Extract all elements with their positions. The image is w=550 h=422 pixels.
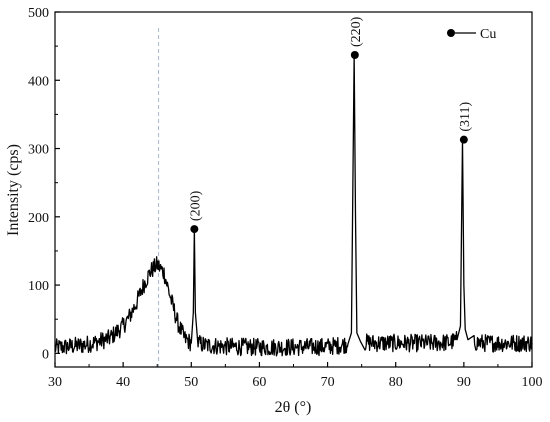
y-tick-label: 0 bbox=[42, 347, 49, 362]
legend: Cu bbox=[447, 27, 496, 42]
peak-label: (311) bbox=[458, 102, 473, 132]
x-tick-label: 70 bbox=[321, 375, 335, 390]
x-tick-label: 40 bbox=[116, 375, 130, 390]
x-axis: 30 40 50 60 70 80 90 100 bbox=[48, 362, 543, 390]
y-axis: 0 100 200 300 400 500 bbox=[28, 6, 60, 362]
peak-marker bbox=[459, 135, 468, 144]
y-tick-label: 200 bbox=[28, 211, 49, 226]
legend-label: Cu bbox=[480, 27, 496, 42]
x-tick-label: 60 bbox=[252, 375, 266, 390]
x-tick-label: 90 bbox=[457, 375, 471, 390]
y-tick-label: 300 bbox=[28, 143, 49, 158]
x-tick-label: 80 bbox=[389, 375, 403, 390]
y-axis-title: Intensity (cps) bbox=[5, 144, 22, 236]
x-axis-title: 2θ (°) bbox=[275, 399, 312, 416]
x-tick-label: 100 bbox=[522, 375, 543, 390]
series-line bbox=[54, 54, 533, 357]
y-tick-label: 100 bbox=[28, 279, 49, 294]
x-tick-label: 50 bbox=[184, 375, 198, 390]
legend-marker bbox=[447, 29, 455, 37]
peak-marker bbox=[190, 225, 199, 234]
y-tick-label: 400 bbox=[28, 74, 49, 89]
peak-marker bbox=[350, 51, 359, 60]
x-tick-label: 30 bbox=[48, 375, 62, 390]
peak-annotations: (200) (220) (311) bbox=[188, 16, 473, 234]
y-tick-label: 500 bbox=[28, 6, 49, 21]
peak-label: (220) bbox=[349, 16, 364, 47]
peak-label: (200) bbox=[188, 190, 203, 221]
